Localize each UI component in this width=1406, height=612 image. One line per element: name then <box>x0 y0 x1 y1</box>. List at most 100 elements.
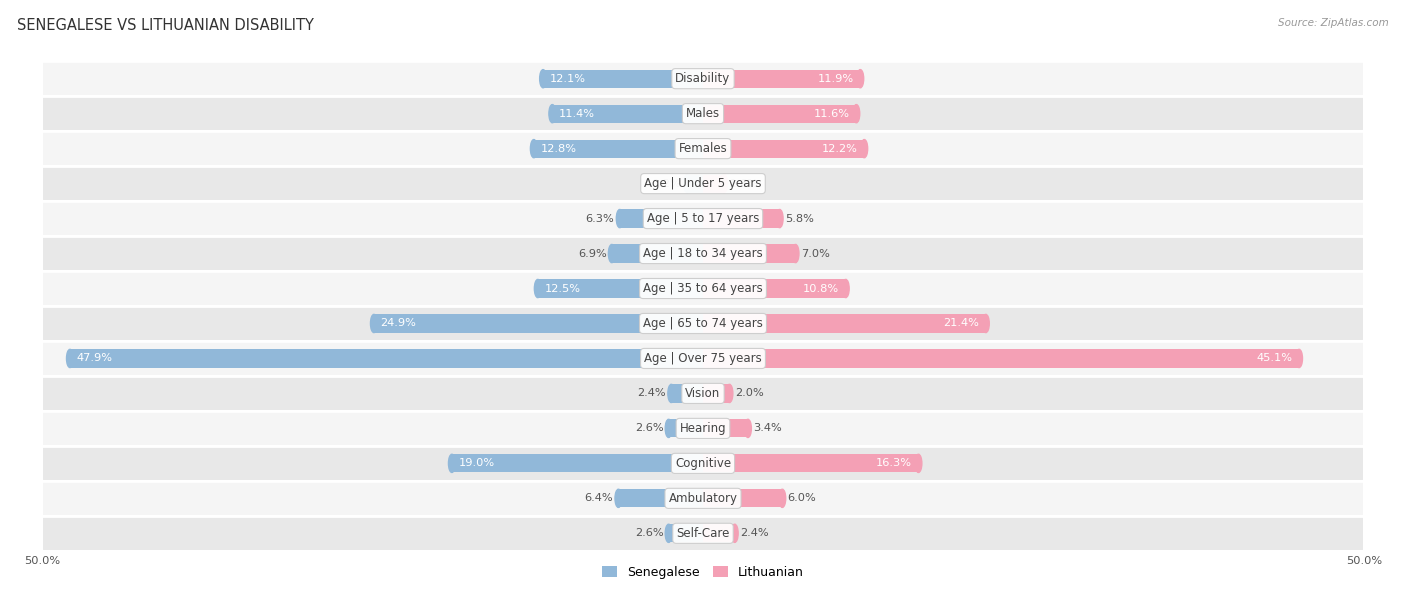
Bar <box>537 280 703 297</box>
Bar <box>703 244 796 263</box>
Bar <box>703 174 724 193</box>
Bar <box>703 454 918 472</box>
Bar <box>70 349 703 368</box>
Bar <box>42 131 1364 166</box>
Bar <box>42 61 1364 96</box>
Text: Age | Over 75 years: Age | Over 75 years <box>644 352 762 365</box>
Bar <box>703 209 780 228</box>
Bar <box>42 271 1364 306</box>
Circle shape <box>860 140 868 158</box>
Circle shape <box>779 489 786 507</box>
Bar <box>374 315 703 332</box>
Circle shape <box>609 244 616 263</box>
Circle shape <box>842 280 849 297</box>
Circle shape <box>745 419 751 438</box>
Bar <box>671 384 703 403</box>
Bar <box>620 209 703 228</box>
Circle shape <box>534 280 541 297</box>
Circle shape <box>530 140 537 158</box>
Text: Females: Females <box>679 142 727 155</box>
Text: 45.1%: 45.1% <box>1257 354 1292 364</box>
Circle shape <box>449 454 456 472</box>
Text: 2.0%: 2.0% <box>735 389 763 398</box>
Text: Age | 35 to 64 years: Age | 35 to 64 years <box>643 282 763 295</box>
Bar <box>42 411 1364 446</box>
Text: 10.8%: 10.8% <box>803 283 839 294</box>
Circle shape <box>776 209 783 228</box>
Bar <box>703 280 846 297</box>
Bar <box>42 166 1364 201</box>
Bar <box>703 70 860 88</box>
Circle shape <box>665 419 672 438</box>
Text: 19.0%: 19.0% <box>458 458 495 468</box>
Bar <box>703 419 748 438</box>
Legend: Senegalese, Lithuanian: Senegalese, Lithuanian <box>598 561 808 584</box>
Bar <box>703 140 865 158</box>
Bar <box>553 105 703 123</box>
Text: Ambulatory: Ambulatory <box>668 492 738 505</box>
Bar <box>688 174 703 193</box>
Circle shape <box>668 384 675 403</box>
Bar <box>42 236 1364 271</box>
Bar <box>42 201 1364 236</box>
Circle shape <box>683 174 690 193</box>
Text: 5.8%: 5.8% <box>785 214 814 223</box>
Circle shape <box>614 489 621 507</box>
Text: Hearing: Hearing <box>679 422 727 435</box>
Text: 12.2%: 12.2% <box>821 144 858 154</box>
Text: Age | 65 to 74 years: Age | 65 to 74 years <box>643 317 763 330</box>
Bar <box>42 481 1364 516</box>
Bar <box>42 96 1364 131</box>
Text: Cognitive: Cognitive <box>675 457 731 470</box>
Text: Age | Under 5 years: Age | Under 5 years <box>644 177 762 190</box>
Text: 24.9%: 24.9% <box>381 318 416 329</box>
Circle shape <box>540 70 547 88</box>
Circle shape <box>66 349 73 368</box>
Bar <box>451 454 703 472</box>
Text: Self-Care: Self-Care <box>676 527 730 540</box>
Text: Age | 18 to 34 years: Age | 18 to 34 years <box>643 247 763 260</box>
Text: Disability: Disability <box>675 72 731 85</box>
Circle shape <box>616 209 623 228</box>
Text: 2.4%: 2.4% <box>740 528 769 539</box>
Circle shape <box>983 315 990 332</box>
Bar <box>703 489 782 507</box>
Bar <box>42 446 1364 481</box>
Text: 21.4%: 21.4% <box>943 318 979 329</box>
Text: 6.4%: 6.4% <box>585 493 613 503</box>
Text: 47.9%: 47.9% <box>76 354 112 364</box>
Bar <box>612 244 703 263</box>
Text: 11.9%: 11.9% <box>817 73 853 84</box>
Bar <box>534 140 703 158</box>
Circle shape <box>721 174 727 193</box>
Text: Vision: Vision <box>685 387 721 400</box>
Circle shape <box>370 315 377 332</box>
Circle shape <box>853 105 859 123</box>
Text: 1.2%: 1.2% <box>654 179 682 188</box>
Text: 3.4%: 3.4% <box>754 424 782 433</box>
Text: 12.8%: 12.8% <box>540 144 576 154</box>
Circle shape <box>548 105 555 123</box>
Bar <box>42 306 1364 341</box>
Bar <box>42 376 1364 411</box>
Text: 16.3%: 16.3% <box>876 458 912 468</box>
Text: 2.4%: 2.4% <box>637 389 666 398</box>
Text: 12.5%: 12.5% <box>544 283 581 294</box>
Text: 2.6%: 2.6% <box>634 528 664 539</box>
Circle shape <box>665 524 672 542</box>
Bar <box>703 524 735 542</box>
Bar <box>703 315 986 332</box>
Bar <box>703 349 1299 368</box>
Text: 2.6%: 2.6% <box>634 424 664 433</box>
Bar <box>669 419 703 438</box>
Bar <box>42 516 1364 551</box>
Text: 6.9%: 6.9% <box>578 248 606 258</box>
Bar <box>669 524 703 542</box>
Circle shape <box>731 524 738 542</box>
Bar <box>619 489 703 507</box>
Text: 6.3%: 6.3% <box>586 214 614 223</box>
Bar <box>703 384 730 403</box>
Text: 11.4%: 11.4% <box>560 109 595 119</box>
Bar <box>703 105 856 123</box>
Text: 7.0%: 7.0% <box>801 248 830 258</box>
